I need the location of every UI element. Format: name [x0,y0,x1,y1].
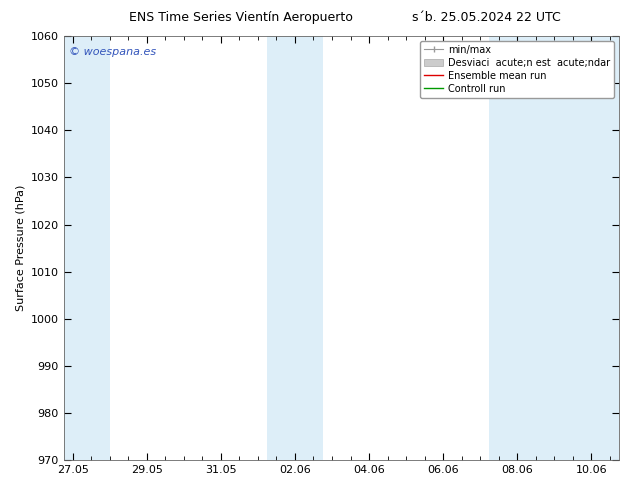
Bar [267,36,323,460]
Bar [63,36,110,460]
Text: © woespana.es: © woespana.es [69,47,156,57]
Bar [489,36,619,460]
Y-axis label: Surface Pressure (hPa): Surface Pressure (hPa) [15,185,25,311]
Legend: min/max, Desviaci  acute;n est  acute;ndar, Ensemble mean run, Controll run: min/max, Desviaci acute;n est acute;ndar… [420,41,614,98]
Text: ENS Time Series Vientín Aeropuerto: ENS Time Series Vientín Aeropuerto [129,11,353,24]
Text: s´b. 25.05.2024 22 UTC: s´b. 25.05.2024 22 UTC [412,11,561,24]
